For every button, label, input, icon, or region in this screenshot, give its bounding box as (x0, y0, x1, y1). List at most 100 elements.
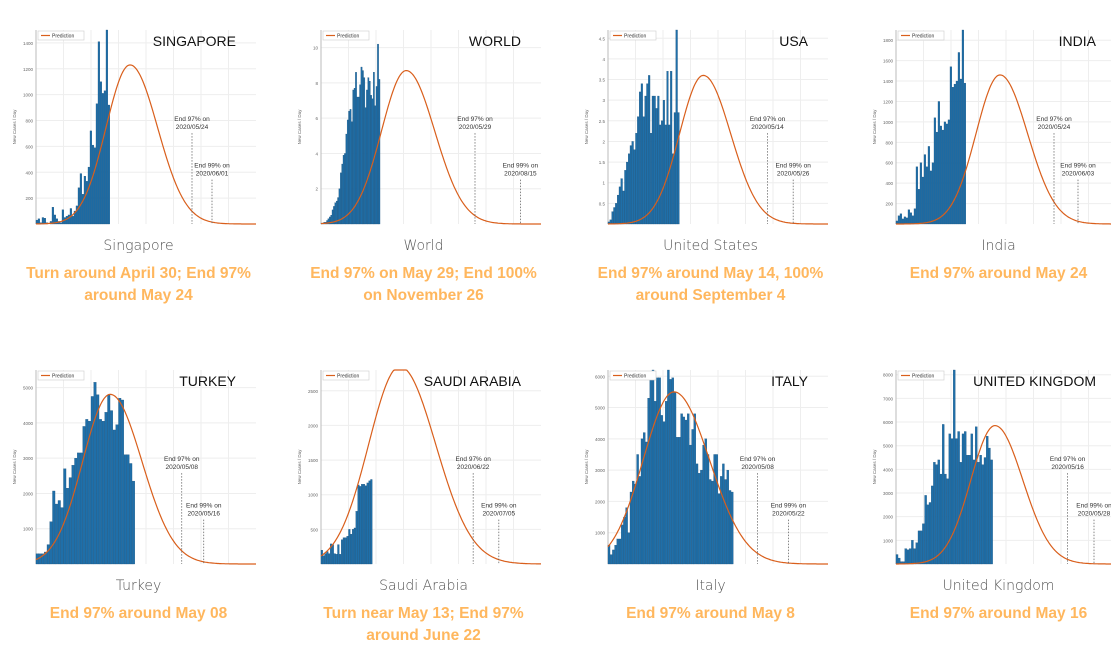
end97-date: 2020/05/08 (741, 464, 774, 471)
bar (359, 486, 362, 565)
bar (121, 399, 124, 565)
country-name: United Kingdom (942, 578, 1055, 594)
bar (915, 166, 918, 225)
bar (935, 464, 938, 565)
bar (364, 107, 367, 225)
country-card-singapore: 200 400 600 800 1000 1200 1400 New Cases / Day E… (0, 0, 277, 320)
y-tick-label: 5000 (23, 386, 34, 391)
y-tick-label: 2000 (883, 515, 894, 520)
bar (353, 88, 356, 225)
bar (915, 542, 918, 565)
bar (966, 455, 969, 565)
prediction-curve (607, 74, 828, 225)
bars (320, 43, 381, 225)
end97-label: End 97% on (164, 456, 200, 463)
country-name: Turkey (115, 578, 162, 594)
bar (937, 459, 940, 565)
bar (67, 214, 70, 225)
bar (59, 222, 62, 225)
y-tick-label: 1.5 (599, 160, 606, 165)
prediction-curve (35, 393, 256, 565)
bar (631, 141, 634, 225)
bar (657, 95, 660, 225)
bar (678, 437, 681, 565)
chart-world: 2 4 6 8 10 New Cases / Day End 97% on2020/05/2… (297, 30, 541, 225)
end97-date: 2020/05/29 (459, 124, 492, 131)
bar (972, 459, 976, 565)
bar (60, 507, 64, 565)
y-tick-label: 1000 (23, 93, 34, 98)
legend-box (322, 30, 370, 41)
bar (87, 166, 90, 225)
bar (704, 438, 707, 565)
bar (629, 145, 632, 225)
bar (351, 121, 353, 225)
bar (649, 379, 652, 565)
bar (623, 516, 626, 565)
bar (374, 105, 377, 225)
bar (979, 455, 982, 565)
bar (689, 444, 692, 565)
y-tick-label: 800 (25, 119, 33, 124)
chart-united-states: 0.5 1 1.5 2 2.5 3 3.5 4 4.5 New Cases / Day End 97… (584, 29, 828, 225)
bar (970, 433, 973, 565)
bar (616, 538, 619, 565)
bar (717, 493, 721, 565)
legend-label: Prediction (624, 374, 646, 380)
bar (913, 548, 916, 565)
y-axis-label: New Cases / Day (584, 449, 589, 485)
end99-label: End 99% on (186, 503, 222, 510)
bar (728, 490, 732, 565)
bar (366, 89, 368, 225)
bar (906, 549, 910, 565)
bar (961, 433, 965, 565)
bars (895, 29, 966, 225)
y-tick-label: 2 (315, 187, 318, 192)
y-tick-label: 2000 (308, 423, 319, 428)
bar (645, 441, 648, 565)
bar (53, 214, 56, 225)
chart-title: TURKEY (179, 373, 236, 389)
prediction-curve (36, 64, 256, 225)
bar (700, 469, 703, 565)
bar (93, 382, 97, 565)
end99-date: 2020/06/03 (1062, 171, 1095, 178)
bar (670, 71, 673, 225)
bar (326, 551, 329, 565)
chart-india: 200 400 600 800 1000 1200 1400 1600 1800 New Case… (872, 29, 1111, 225)
bar (357, 96, 360, 225)
legend-label: Prediction (912, 34, 934, 40)
country-card-world: 2 4 6 8 10 New Cases / Day End 97% on 2020/05/2… (285, 0, 562, 320)
bar (981, 464, 984, 565)
bar (342, 155, 345, 225)
country-name: Singapore (103, 238, 174, 254)
bar (957, 431, 960, 565)
forecast-summary: Turn near May 13; End 97% around June 22 (323, 605, 524, 644)
bar (961, 29, 964, 225)
gridlines (36, 370, 256, 564)
end99-label: End 99% on (1076, 503, 1111, 510)
bar (724, 479, 727, 565)
end97-label: End 97% on (174, 116, 210, 123)
bar (946, 478, 949, 565)
bar (927, 146, 930, 225)
bar (660, 415, 663, 565)
bar (361, 484, 364, 565)
bar (955, 80, 958, 225)
bar (90, 396, 94, 565)
end99-date: 2020/05/16 (187, 511, 220, 518)
bar (640, 438, 644, 565)
end99-date: 2020/08/15 (504, 171, 537, 178)
bar (66, 488, 69, 565)
bar (975, 426, 978, 565)
bar (922, 523, 925, 565)
bar (909, 548, 912, 565)
end97-label: End 97% on (740, 456, 776, 463)
bar (983, 457, 987, 565)
bar (52, 490, 56, 565)
bar (93, 147, 96, 225)
bar (71, 465, 75, 565)
bar (680, 413, 683, 565)
end99-date: 2020/07/05 (483, 511, 516, 518)
bar (947, 119, 950, 225)
